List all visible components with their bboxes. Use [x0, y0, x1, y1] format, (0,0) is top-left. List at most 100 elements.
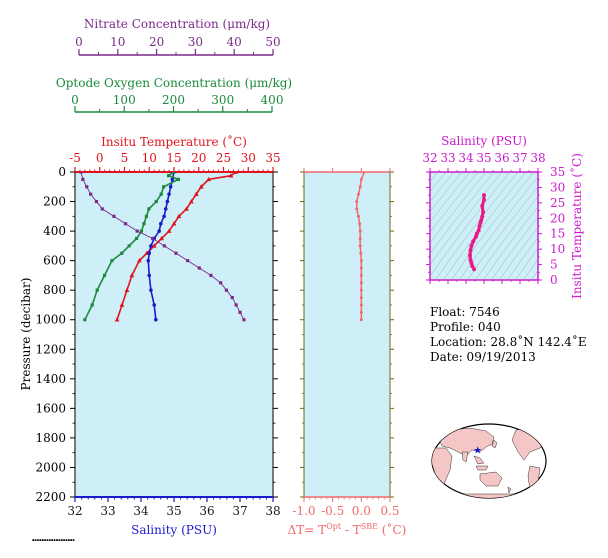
temperature-point [228, 173, 234, 178]
ts-point [469, 261, 474, 266]
oxygen-axis-title: Optode Oxygen Concentration (μm/kg) [56, 76, 292, 90]
delta-t-point [359, 296, 363, 300]
density-contour [515, 247, 538, 280]
ts-point [473, 234, 478, 239]
pressure-axis-title: Pressure (decibar) [19, 278, 33, 391]
profile-number: Profile: 040 [430, 320, 501, 334]
temperature-tick-label: -5 [69, 151, 81, 165]
delta-t-point [355, 207, 359, 211]
nitrate-point [234, 303, 238, 307]
date: Date: 09/19/2013 [430, 350, 536, 364]
density-contour [491, 216, 538, 280]
oxygen-tick-label: 0 [71, 93, 79, 107]
temperature-point [206, 176, 212, 182]
main-plot-area [74, 171, 274, 498]
delta-t-point [356, 192, 360, 196]
delta-t-point [358, 244, 362, 248]
nitrate-tick-label: 10 [110, 35, 125, 49]
temperature-point [124, 287, 130, 292]
temperature-tick-label: 20 [191, 151, 206, 165]
nitrate-point [238, 310, 242, 314]
delta-t-point [359, 310, 363, 314]
temperature-tick-label: 5 [121, 151, 129, 165]
ts-point [472, 267, 477, 272]
density-contour [507, 237, 538, 280]
temperature-line [116, 172, 237, 320]
float-info: Float: 7546 Profile: 040 Location: 28.8˚… [430, 305, 587, 364]
ts-point [474, 231, 479, 236]
delta-t-point [359, 273, 363, 277]
location: Location: 28.8˚N 142.4˚E [430, 334, 587, 349]
delta-t-point [359, 318, 363, 322]
delta-t-point [355, 200, 359, 204]
ts-point [476, 228, 481, 233]
density-contour [459, 176, 538, 280]
nitrate-point [79, 172, 83, 174]
temperature-point [136, 258, 142, 263]
delta-t-tick-label: 0.5 [380, 504, 399, 518]
salinity-point [147, 251, 152, 256]
nitrate-tick-label: 50 [265, 35, 280, 49]
delta-t-tick-label: 0.0 [352, 504, 371, 518]
density-contour [531, 270, 538, 280]
ts-salinity-tick-label: 36 [494, 151, 509, 165]
salinity-point [168, 184, 173, 189]
temperature-point [198, 184, 204, 189]
temperature-point [114, 317, 120, 322]
delta-t-point [358, 185, 362, 189]
oxygen-point [120, 251, 124, 255]
oxygen-tick-label: 100 [113, 93, 136, 107]
world-map: ★ [431, 423, 547, 499]
density-contour [430, 172, 455, 202]
delta-t-point [356, 214, 360, 218]
nitrate-point [242, 318, 246, 322]
temperature-point [119, 302, 125, 307]
density-contour [430, 172, 495, 255]
temperature-point [176, 213, 182, 219]
pressure-tick-label: 1400 [35, 372, 66, 386]
delta-t-tick-label: -1.0 [292, 504, 315, 518]
oxygen-point [159, 192, 163, 196]
nitrate-point [162, 244, 166, 248]
density-contour [467, 186, 538, 280]
nitrate-point [89, 192, 93, 196]
nitrate-point [219, 281, 223, 285]
delta-t-point [359, 177, 363, 181]
density-contour [430, 172, 503, 266]
ts-point [480, 203, 485, 208]
ts-point [477, 224, 482, 228]
ts-point [468, 257, 473, 262]
ts-point [482, 197, 486, 202]
ts-point [479, 217, 484, 222]
nitrate-tick-label: 20 [149, 35, 164, 49]
nitrate-point [112, 214, 116, 218]
delta-t-tick-label: -0.5 [321, 504, 344, 518]
salinity-point [163, 207, 168, 211]
nitrate-axis: Nitrate Concentration (μm/kg) 0 10 20 30 40 5… [75, 17, 281, 56]
delta-t-point [358, 236, 362, 240]
ts-salinity-tick-label: 34 [458, 151, 474, 165]
delta-t-point [359, 303, 363, 307]
ts-point [468, 248, 473, 253]
salinity-point [152, 303, 156, 307]
oxygen-tick-label: 400 [261, 93, 284, 107]
oxygen-point [144, 214, 149, 218]
oxygen-point [95, 288, 99, 292]
temperature-point [193, 191, 199, 196]
delta-t-point [359, 281, 363, 285]
density-contour [523, 258, 538, 280]
delta-t-point [359, 288, 363, 292]
float-location-marker: ★ [473, 445, 482, 456]
delta-t-point [359, 251, 363, 255]
pressure-tick-label: 2200 [35, 490, 66, 504]
ts-point [469, 244, 474, 249]
delta-t-plot-area [303, 171, 391, 498]
density-contour [451, 172, 535, 280]
oxygen-point [176, 177, 181, 181]
pressure-tick-label: 2000 [35, 460, 66, 474]
salinity-tick-label: 32 [67, 504, 82, 518]
pressure-tick-label: 800 [43, 283, 66, 297]
salinity-point [146, 258, 151, 263]
pressure-tick-label: 1600 [35, 401, 66, 415]
pressure-tick-label: 1800 [35, 431, 66, 445]
